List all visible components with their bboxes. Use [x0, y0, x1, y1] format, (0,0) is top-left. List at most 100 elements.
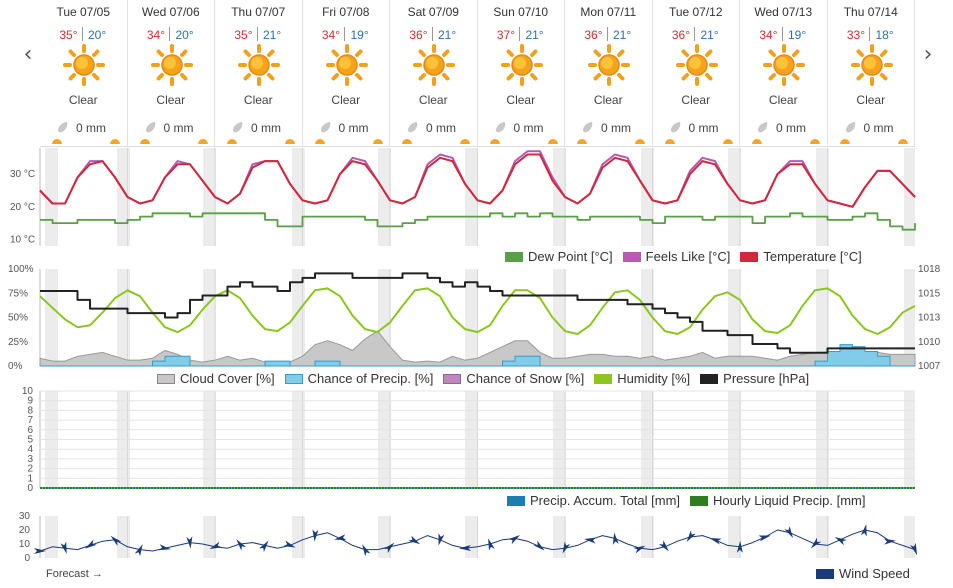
- wind-direction-arrow: [883, 538, 896, 545]
- y-tick-label-right: 1015: [918, 288, 941, 299]
- sunrise-icon: [577, 139, 587, 144]
- wind-direction-arrow: [459, 544, 472, 551]
- day-precip-amount: 0 mm: [76, 121, 106, 135]
- legend-wind-speed[interactable]: Wind Speed: [816, 566, 910, 581]
- y-tick-label: 6: [27, 425, 33, 436]
- day-card[interactable]: Tue 07/05 35° 20° Clear 0 mm: [40, 0, 128, 146]
- day-low-temp: 18°: [875, 28, 894, 42]
- next-arrow-button[interactable]: ›: [923, 42, 933, 67]
- night-band: [904, 516, 915, 558]
- day-precip-amount: 0 mm: [513, 121, 544, 135]
- legend-hourly-precip[interactable]: Hourly Liquid Precip. [mm]: [690, 493, 865, 508]
- day-card[interactable]: Thu 07/14 33° 18° Clear 0 mm: [827, 0, 915, 146]
- legend-chance-precip[interactable]: Chance of Precip. [%]: [284, 371, 433, 386]
- y-tick-label: 25%: [8, 337, 28, 348]
- pressure-swatch: [700, 373, 719, 384]
- sun-icon: [763, 44, 805, 86]
- y-tick-label-right: 1007: [918, 361, 941, 372]
- night-band: [553, 269, 566, 366]
- legend-humidity-label: Humidity [%]: [617, 371, 691, 386]
- y-tick-label: 1: [27, 473, 33, 484]
- day-date: Mon 07/11: [580, 5, 637, 19]
- y-tick-label: 75%: [8, 288, 28, 299]
- day-precip-amount: 0 mm: [863, 121, 894, 135]
- hourly-precip-swatch: [690, 495, 709, 506]
- wind-speed-swatch: [816, 568, 834, 579]
- y-tick-label: 30: [19, 511, 31, 522]
- wind-direction-arrow: [533, 540, 545, 551]
- day-precip-amount: 0 mm: [688, 121, 719, 135]
- legend-hourly-precip-label: Hourly Liquid Precip. [mm]: [713, 493, 866, 508]
- wind-direction-arrow: [84, 539, 97, 549]
- y-tick-label: 0: [27, 483, 33, 494]
- temp-divider: [781, 27, 783, 41]
- wind-direction-arrow: [758, 535, 771, 542]
- day-condition: Clear: [681, 93, 711, 107]
- night-band: [465, 516, 478, 558]
- y-tick-label: 0%: [8, 361, 23, 372]
- sunrise-icon: [839, 139, 850, 144]
- sunset-icon: [197, 139, 208, 144]
- temp-divider: [81, 27, 83, 41]
- chance-precip-swatch: [284, 373, 303, 384]
- y-tick-label: 2: [27, 464, 33, 475]
- day-card[interactable]: Mon 07/11 36° 21° Clear 0 mm: [565, 0, 653, 146]
- wind-direction-arrow: [362, 544, 371, 557]
- legend-chance-snow[interactable]: Chance of Snow [%]: [443, 371, 584, 386]
- wind-direction-arrow: [259, 540, 269, 553]
- day-condition: Clear: [156, 93, 186, 107]
- wind-direction-arrow: [236, 539, 247, 551]
- sunrise-icon: [52, 139, 62, 144]
- day-card[interactable]: Tue 07/12 36° 21° Clear 0 mm: [652, 0, 740, 146]
- y-tick-label: 8: [27, 405, 33, 416]
- sunset-icon: [110, 139, 120, 144]
- night-band: [203, 516, 216, 558]
- wind-direction-arrow: [283, 540, 296, 548]
- raindrop-icon: [145, 122, 155, 133]
- day-card[interactable]: Thu 07/07 35° 21° Clear 0 mm: [215, 0, 303, 146]
- forecast-link[interactable]: Forecast →: [46, 568, 103, 580]
- sunrise-icon: [314, 139, 325, 144]
- y-tick-label: 4: [27, 444, 33, 455]
- day-precip-amount: 0 mm: [776, 121, 806, 135]
- legend-dew-point-label: Dew Point [°C]: [528, 249, 613, 264]
- day-date: Thu 07/14: [843, 5, 898, 19]
- night-band: [292, 148, 305, 246]
- legend-humidity[interactable]: Humidity [%]: [594, 371, 690, 386]
- day-card[interactable]: Sun 07/10 37° 21° Clear 0 mm: [477, 0, 565, 146]
- wind-direction-arrow: [508, 535, 520, 545]
- temp-divider: [519, 27, 521, 41]
- day-card[interactable]: Fri 07/08 34° 19° Clear 0 mm: [302, 0, 390, 146]
- legend-cloud-cover[interactable]: Cloud Cover [%]: [157, 371, 275, 386]
- sun-icon: [413, 44, 455, 86]
- day-card[interactable]: Wed 07/13 34° 19° Clear 0 mm: [740, 0, 828, 146]
- sunrise-icon: [489, 139, 500, 144]
- raindrop-icon: [845, 122, 855, 133]
- wind-direction-arrow: [686, 530, 696, 542]
- wind-speed-line: [39, 529, 916, 552]
- raindrop-icon: [233, 122, 243, 133]
- wind-direction-arrow: [383, 542, 395, 554]
- y-tick-label: 10: [19, 539, 31, 550]
- wind-direction-arrow: [408, 535, 421, 545]
- legend-precip-total[interactable]: Precip. Accum. Total [mm]: [507, 493, 680, 508]
- legend-feels-like[interactable]: Feels Like [°C]: [622, 249, 730, 264]
- day-high-temp: 36°: [671, 28, 691, 42]
- day-low-temp: 21°: [700, 28, 719, 42]
- prev-arrow-button[interactable]: ‹: [23, 42, 33, 67]
- day-card[interactable]: Sat 07/09 36° 21° Clear 0 mm: [390, 0, 478, 146]
- legend-temperature[interactable]: Temperature [°C]: [740, 249, 862, 264]
- sunset-icon: [372, 139, 383, 144]
- temperature-chart: 30 °C 20 °C 10 °C: [10, 148, 916, 246]
- y-tick-label: 0: [24, 553, 30, 564]
- legend-pressure[interactable]: Pressure [hPa]: [700, 371, 809, 386]
- wind-chart: 30 20 10 0: [19, 511, 918, 564]
- day-precip-amount: 0 mm: [426, 121, 456, 135]
- wind-direction-arrow: [834, 536, 847, 546]
- day-card[interactable]: Wed 07/06 34° 20° Clear 0 mm: [127, 0, 215, 146]
- wind-direction-arrow: [158, 544, 171, 551]
- legend-dew-point[interactable]: Dew Point [°C]: [505, 249, 613, 264]
- temp-divider: [431, 27, 433, 41]
- day-precip-amount: 0 mm: [163, 121, 194, 135]
